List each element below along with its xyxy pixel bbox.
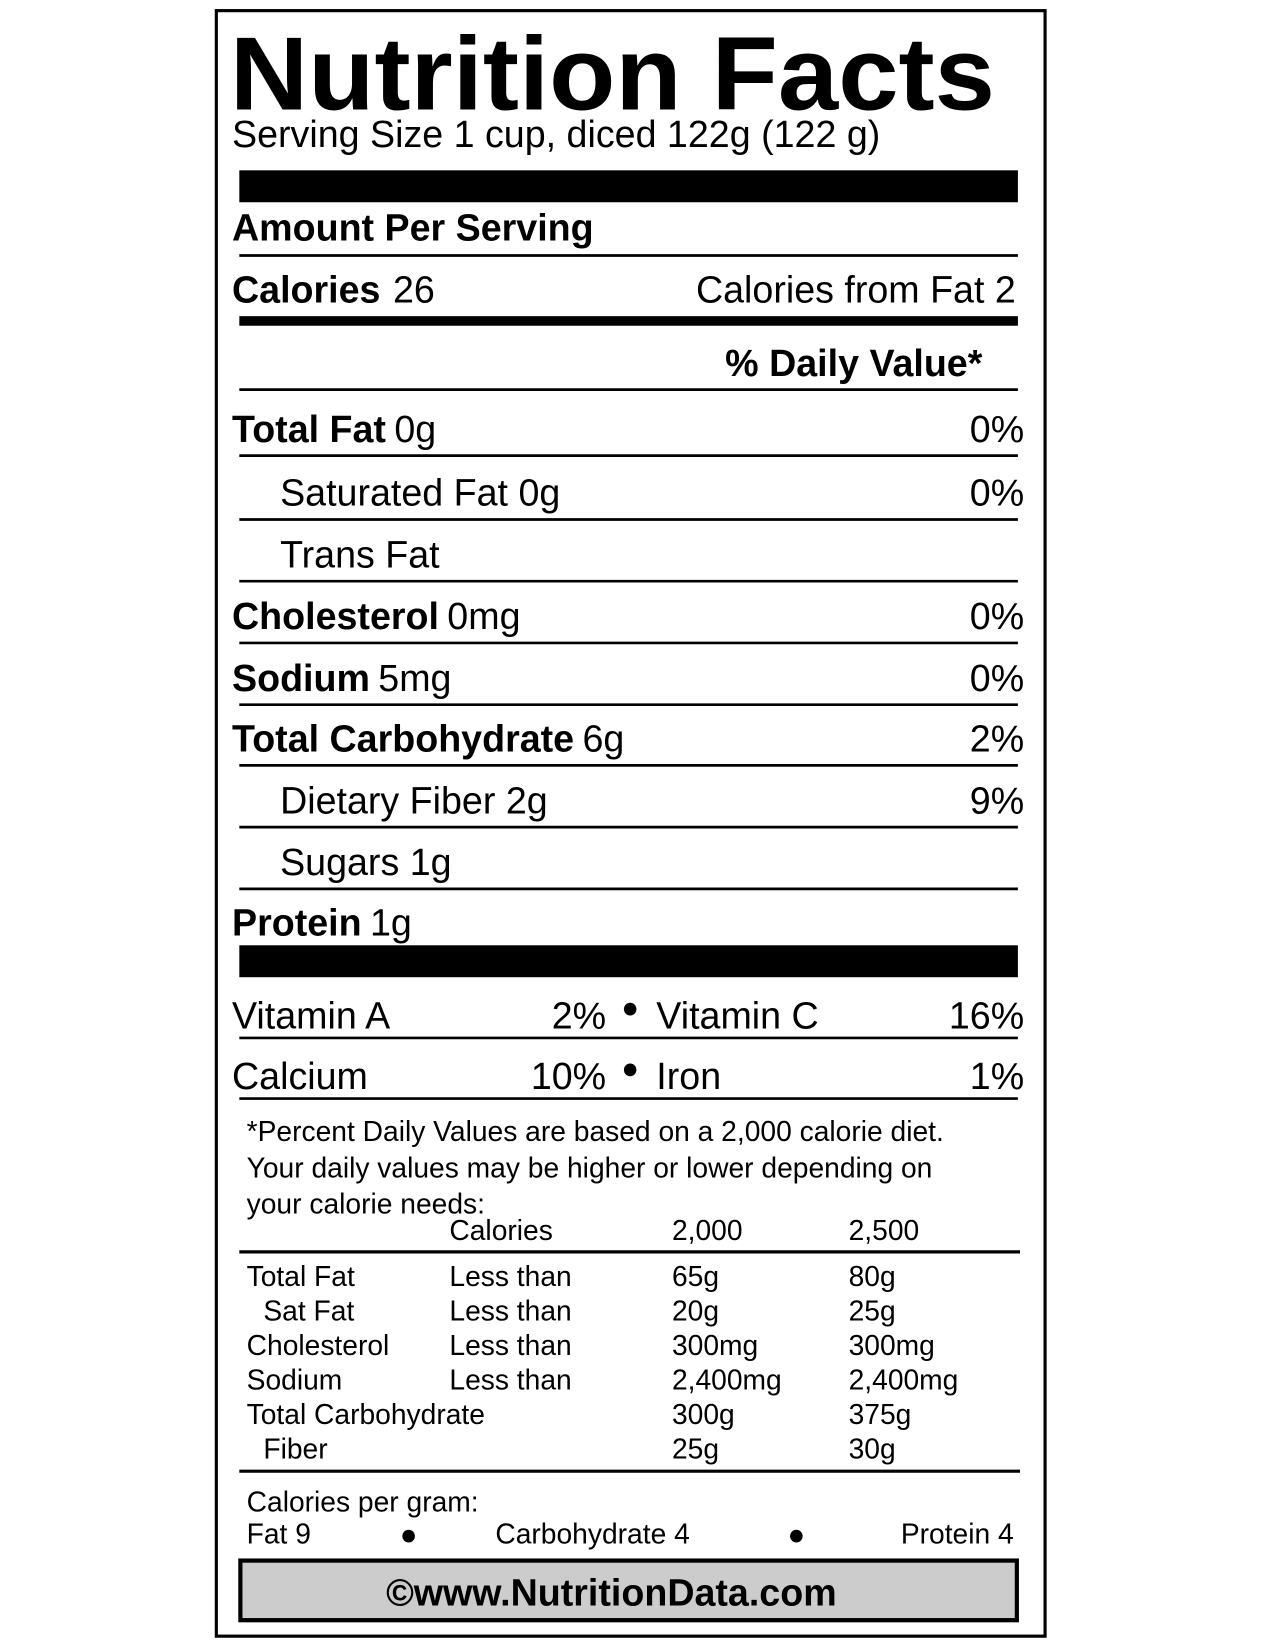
nutrient-dv: 2% [970, 718, 1024, 760]
table-value: 2,400mg [672, 1364, 782, 1396]
table-name: Fiber [263, 1433, 327, 1465]
table-value: 25g [672, 1433, 719, 1465]
nutrient: Sugars 1g [280, 842, 451, 884]
nutrient-dv: 0% [970, 408, 1024, 450]
nutrient-name: Cholesterol [232, 596, 439, 638]
carbohydrate-per-gram: Carbohydrate 4 [495, 1518, 689, 1550]
reference-table: Calories 2,000 2,500 Total Fat Less than 65g 8… [247, 1215, 959, 1466]
table-value: 300mg [849, 1330, 935, 1362]
nutrient: Total Fat 0g [232, 408, 436, 450]
footnote-line: Your daily values may be higher or lower… [247, 1152, 933, 1184]
vitamin-dv: 1% [970, 1056, 1024, 1098]
nutrient-amount: 0g [518, 472, 560, 514]
table-value: 2,400mg [849, 1364, 959, 1396]
calories: Calories 26 [232, 269, 435, 311]
calories-per-gram-label: Calories per gram: [247, 1486, 479, 1518]
nutrient-dv: 0% [970, 596, 1024, 638]
nutrient: Cholesterol 0mg [232, 596, 520, 638]
nutrient-amount: 0g [394, 408, 436, 450]
nutrient: Protein 1g [232, 902, 412, 944]
nutrient: Saturated Fat 0g [280, 472, 560, 514]
daily-value-header: % Daily Value* [725, 342, 982, 384]
nutrient-dv: 0% [970, 472, 1024, 514]
vitamin-name: Vitamin C [656, 995, 818, 1037]
table-value: 300mg [672, 1330, 758, 1362]
nutrient-name: Saturated Fat [280, 472, 508, 514]
calories-from-fat-value: 2 [995, 269, 1016, 311]
nutrient-dv: 0% [970, 658, 1024, 700]
nutrient-name: Total Fat [232, 408, 386, 450]
fat-per-gram: Fat 9 [247, 1518, 311, 1550]
title: Nutrition Facts [230, 15, 995, 132]
nutrient: Total Carbohydrate 6g [232, 718, 624, 760]
table-name: Total Carbohydrate [247, 1399, 485, 1431]
bullet [623, 1063, 637, 1077]
nutrient-amount: 1g [370, 902, 412, 944]
nutrient-amount: 5mg [378, 658, 451, 700]
footnote-line: your calorie needs: [247, 1188, 485, 1220]
nutrient-name: Sodium [232, 658, 370, 700]
table-header: 2,000 [672, 1215, 743, 1247]
footnote: *Percent Daily Values are based on a 2,0… [247, 1116, 944, 1221]
label-border [214, 9, 1047, 1638]
vitamin-name: Calcium [232, 1056, 368, 1098]
table-header: 2,500 [849, 1215, 920, 1247]
table-limit: Less than [449, 1330, 571, 1362]
calories-from-fat-label: Calories from Fat [696, 269, 985, 311]
nutrient-name: Total Carbohydrate [232, 718, 574, 760]
protein-per-gram: Protein 4 [901, 1518, 1014, 1550]
table-header: Calories [449, 1215, 552, 1247]
calories-from-fat: Calories from Fat 2 [696, 269, 1016, 311]
bullet [623, 1002, 637, 1016]
nutrient: Trans Fat [280, 534, 440, 576]
table-name: Total Fat [247, 1261, 355, 1293]
nutrient-dv: 9% [970, 780, 1024, 822]
nutrient-amount: 0mg [447, 596, 520, 638]
vitamin-rows: Vitamin A 2% Vitamin C 16% Calcium 10% Iron 1% [232, 995, 1024, 1100]
table-value: 375g [849, 1399, 912, 1431]
nutrient-amount: 2g [506, 780, 548, 822]
vitamin-name: Vitamin A [232, 995, 391, 1037]
footer: ©www.NutritionData.com [386, 1572, 837, 1614]
nutrient-name: Dietary Fiber [280, 780, 496, 822]
table-name: Cholesterol [247, 1330, 390, 1362]
calories-value: 26 [393, 269, 435, 311]
table-limit: Less than [449, 1295, 571, 1327]
nutrient: Dietary Fiber 2g [280, 780, 548, 822]
table-name: Sodium [247, 1364, 343, 1396]
table-value: 30g [849, 1433, 896, 1465]
table-value: 20g [672, 1295, 719, 1327]
vitamin-dv: 2% [552, 995, 606, 1037]
vitamin-dv: 16% [949, 995, 1024, 1037]
nutrient-amount: 6g [582, 718, 624, 760]
table-limit: Less than [449, 1364, 571, 1396]
nutrient-name: Trans Fat [280, 534, 440, 576]
table-value: 25g [849, 1295, 896, 1327]
vitamin-name: Iron [656, 1056, 721, 1098]
nutrient-rows: Total Fat 0g 0%Saturated Fat 0g 0%Trans FatC… [232, 408, 1024, 944]
vitamin-dv: 10% [531, 1056, 606, 1098]
medium-bar [239, 316, 1018, 326]
bullet [402, 1529, 415, 1543]
thick-bar [239, 170, 1018, 203]
table-limit: Less than [449, 1261, 571, 1293]
table-value: 80g [849, 1261, 896, 1293]
table-name: Sat Fat [263, 1295, 354, 1327]
table-value: 300g [672, 1399, 735, 1431]
serving-size: Serving Size 1 cup, diced 122g (122 g) [232, 114, 880, 156]
nutrient-amount: 1g [410, 842, 452, 884]
footnote-line: *Percent Daily Values are based on a 2,0… [247, 1116, 944, 1148]
calories-label: Calories [232, 269, 380, 311]
nutrient: Sodium 5mg [232, 658, 451, 700]
nutrient-name: Protein [232, 902, 362, 944]
nutrient-name: Sugars [280, 842, 399, 884]
bullet [790, 1529, 803, 1543]
footer-box [238, 1558, 1019, 1623]
thick-bar [239, 945, 1018, 978]
table-value: 65g [672, 1261, 719, 1293]
amount-per-serving: Amount Per Serving [232, 207, 594, 249]
